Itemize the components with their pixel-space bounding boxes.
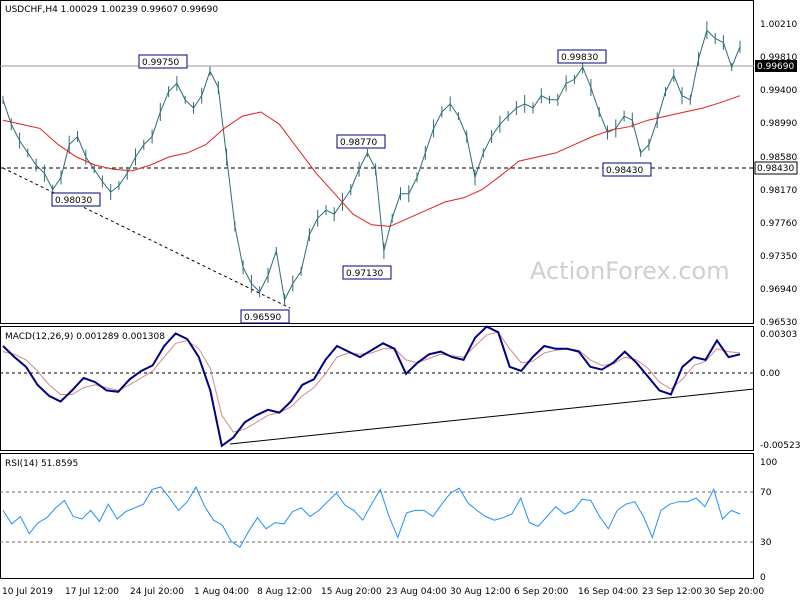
current-price-box bbox=[755, 60, 797, 72]
callout-label: 0.99830 bbox=[561, 53, 598, 63]
x-tick-label: 24 Jul 20:00 bbox=[130, 587, 184, 597]
moving-average-line bbox=[2, 95, 741, 227]
callout-label: 0.98770 bbox=[340, 138, 377, 148]
x-axis: 10 Jul 2019 17 Jul 12:00 24 Jul 20:00 1 … bbox=[2, 587, 764, 597]
price-y-tick: 0.99810 bbox=[760, 53, 797, 63]
price-trendline bbox=[2, 167, 291, 309]
x-tick-label: 1 Aug 04:00 bbox=[194, 587, 249, 597]
callout-box bbox=[51, 192, 101, 207]
price-y-tick: 0.98990 bbox=[760, 119, 797, 129]
x-tick-label: 6 Sep 20:00 bbox=[514, 587, 569, 597]
macd-y-tick: 0.00 bbox=[760, 369, 780, 379]
price-y-tick: 0.97350 bbox=[760, 252, 797, 262]
price-chart-title: USDCHF,H4 1.00029 1.00239 0.99607 0.9969… bbox=[5, 5, 218, 15]
x-tick-label: 8 Aug 12:00 bbox=[257, 587, 312, 597]
macd-y-tick: 0.00303 bbox=[760, 330, 797, 340]
callout-label: 0.99750 bbox=[142, 58, 179, 68]
price-y-axis: 1.00210 0.99810 0.99400 0.98990 0.98580 … bbox=[760, 20, 797, 328]
callout-box bbox=[240, 309, 290, 324]
price-y-tick: 0.96940 bbox=[760, 285, 797, 295]
callout-box bbox=[138, 54, 188, 69]
x-tick-label: 16 Sep 04:00 bbox=[578, 587, 638, 597]
price-y-tick: 1.00210 bbox=[760, 20, 797, 30]
callout-label: 0.98430 bbox=[606, 166, 643, 176]
x-tick-label: 30 Sep 20:00 bbox=[704, 587, 764, 597]
price-y-tick: 0.96530 bbox=[760, 318, 797, 328]
price-callouts: 0.99750 0.98030 0.96590 0.98770 0.97130 … bbox=[51, 49, 652, 324]
price-y-tick: 0.98580 bbox=[760, 153, 797, 163]
price-y-tick: 0.99400 bbox=[760, 86, 797, 96]
macd-trendline bbox=[229, 388, 755, 445]
callout-label: 0.96590 bbox=[244, 313, 281, 323]
macd-panel-frame bbox=[0, 326, 754, 451]
x-tick-label: 23 Aug 04:00 bbox=[386, 587, 447, 597]
macd-title: MACD(12,26,9) 0.001289 0.001308 bbox=[5, 332, 165, 342]
level-label: 0.98430 bbox=[757, 164, 794, 174]
rsi-y-tick: 30 bbox=[760, 538, 772, 548]
callout-label: 0.98030 bbox=[55, 196, 92, 206]
macd-line bbox=[2, 325, 741, 448]
callout-box bbox=[557, 49, 607, 64]
x-tick-label: 15 Aug 20:00 bbox=[321, 587, 382, 597]
callout-box bbox=[336, 134, 386, 149]
rsi-y-tick: 100 bbox=[760, 458, 777, 468]
price-line bbox=[2, 29, 741, 302]
watermark: ActionForex.com bbox=[530, 257, 730, 285]
price-y-tick: 0.97760 bbox=[760, 219, 797, 229]
rsi-line bbox=[2, 485, 741, 549]
rsi-y-tick: 0 bbox=[760, 573, 766, 583]
x-tick-label: 17 Jul 12:00 bbox=[65, 587, 119, 597]
rsi-panel-frame bbox=[0, 453, 754, 579]
rsi-y-tick: 70 bbox=[760, 488, 772, 498]
price-y-tick: 0.98170 bbox=[760, 186, 797, 196]
macd-signal-line bbox=[2, 331, 741, 433]
level-label-box bbox=[754, 161, 798, 175]
x-tick-label: 10 Jul 2019 bbox=[2, 587, 53, 597]
callout-label: 0.97130 bbox=[346, 269, 383, 279]
rsi-title: RSI(14) 51.8595 bbox=[5, 459, 78, 469]
macd-y-tick: -0.005236 bbox=[760, 441, 800, 451]
callout-box bbox=[342, 265, 392, 280]
callout-box bbox=[602, 162, 652, 177]
x-tick-label: 23 Sep 12:00 bbox=[642, 587, 702, 597]
price-panel-frame bbox=[0, 0, 754, 324]
current-price-label: 0.99690 bbox=[757, 62, 794, 72]
x-tick-label: 30 Aug 12:00 bbox=[450, 587, 511, 597]
